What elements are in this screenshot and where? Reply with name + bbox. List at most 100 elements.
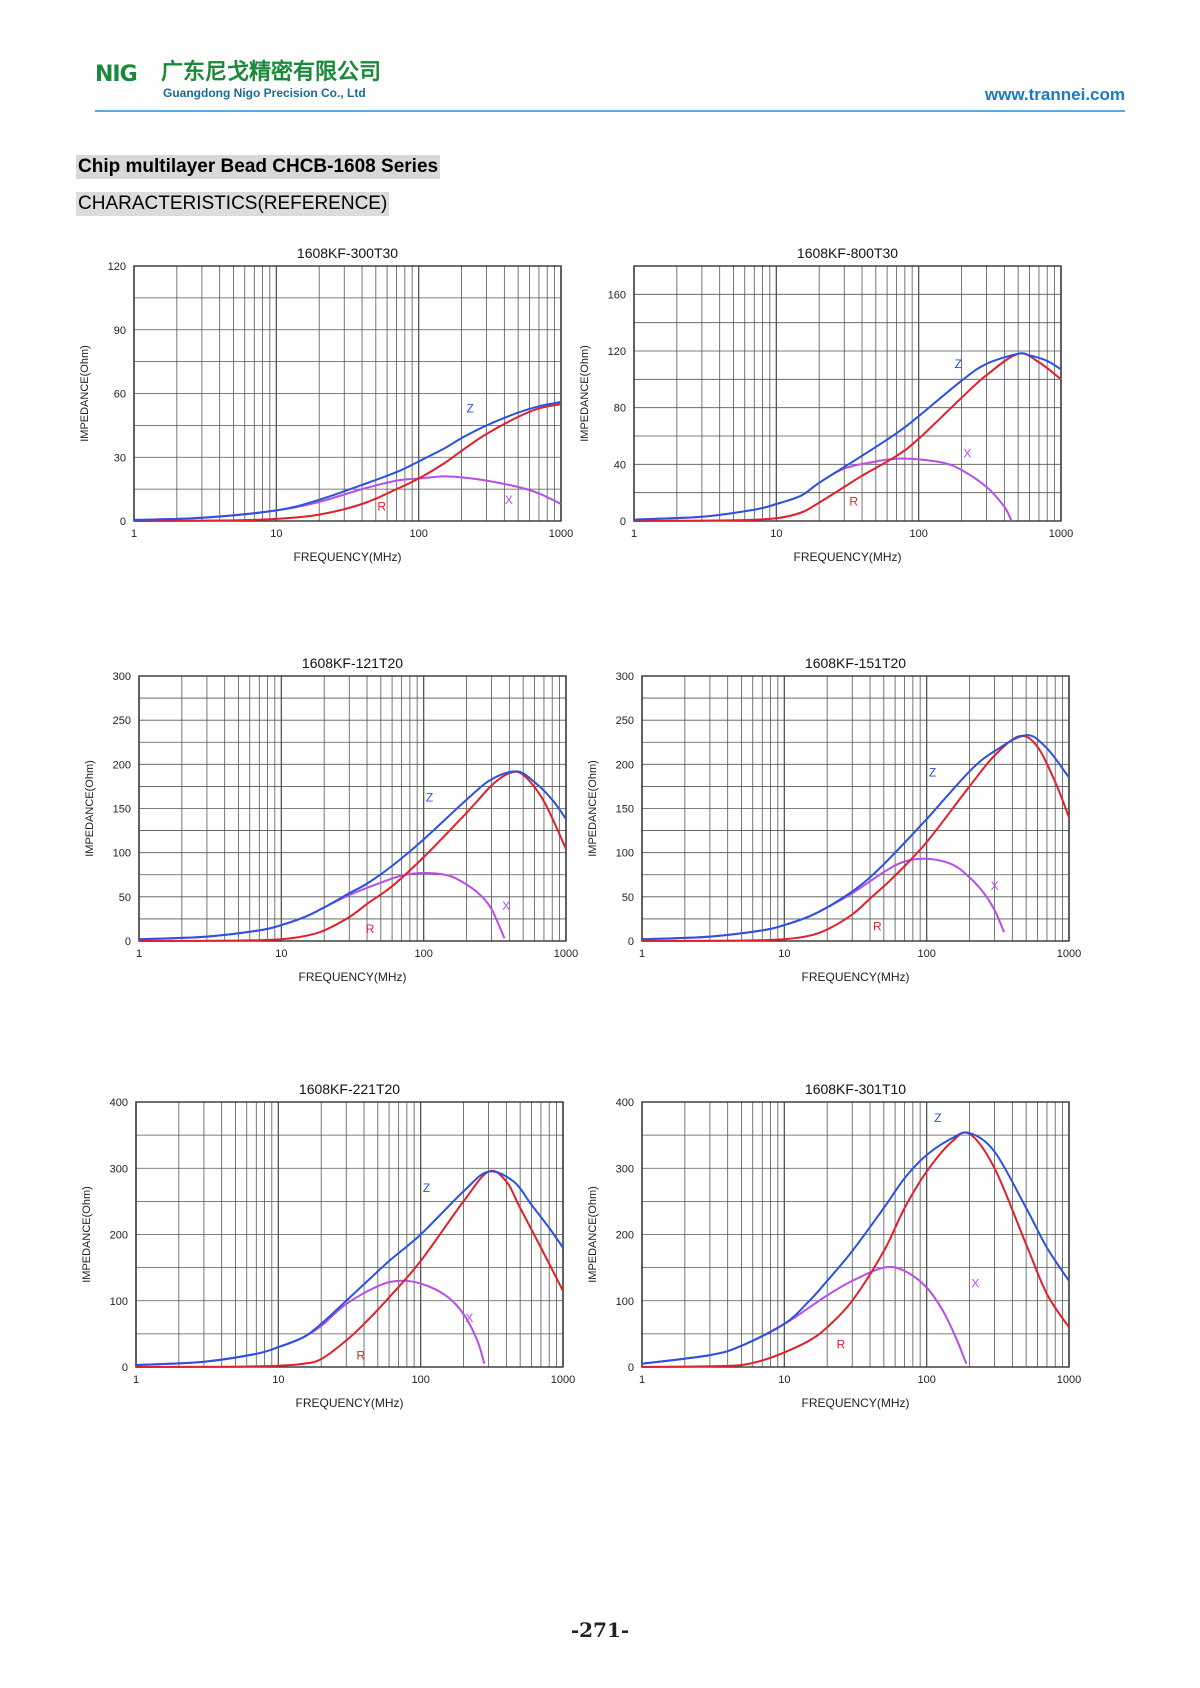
chart-1608kf-151t20: 1608KF-151T20 0 50 100 150 200 250 300 1 10 100 100…	[587, 655, 1081, 984]
chart-title: 1608KF-800T30	[797, 245, 898, 261]
y-tick-label: 100	[113, 848, 131, 860]
x-tick-label: 1000	[1057, 948, 1081, 960]
series-label-r: R	[849, 494, 858, 508]
x-tick-label: 100	[909, 528, 927, 540]
page-number: -271-	[570, 1618, 630, 1642]
y-tick-label: 400	[110, 1097, 128, 1109]
company-name-chinese: 广东尼戈精密有限公司	[161, 60, 382, 85]
series-label-x: X	[465, 1311, 473, 1325]
series-label-r: R	[873, 919, 882, 933]
plot-frame	[633, 265, 1062, 522]
y-tick-label: 250	[113, 715, 131, 727]
x-tick-label: 10	[770, 528, 782, 540]
y-tick-label: 0	[628, 936, 634, 948]
y-axis-label: IMPEDANCE(Ohm)	[84, 760, 96, 857]
y-tick-label: 120	[108, 261, 126, 273]
series-label-r: R	[357, 1349, 366, 1363]
chart-1608kf-301t10: 1608KF-301T10 0 100 200 300 400 1 10 100 1000 FREQ…	[587, 1081, 1081, 1410]
x-tick-label: 100	[414, 948, 432, 960]
series-line-x	[138, 871, 506, 941]
series-label-z: Z	[955, 357, 962, 371]
chart-title: 1608KF-221T20	[299, 1081, 400, 1097]
y-tick-label: 60	[114, 389, 126, 401]
series-line-z	[633, 352, 1062, 521]
series-line-r	[133, 403, 562, 522]
x-tick-label: 1000	[554, 948, 578, 960]
y-tick-label: 120	[608, 346, 626, 358]
series-label-x: X	[971, 1277, 979, 1291]
grid	[641, 675, 1070, 942]
series-label-z: Z	[426, 790, 433, 804]
section-title: Chip multilayer Bead CHCB-1608 Series	[76, 155, 441, 179]
x-tick-label: 1	[133, 1374, 139, 1386]
x-axis-label: FREQUENCY(MHz)	[802, 1396, 910, 1410]
y-axis-label: IMPEDANCE(Ohm)	[587, 1186, 599, 1283]
series-label-x: X	[991, 879, 999, 893]
plot-frame	[135, 1101, 564, 1368]
x-tick-label: 1000	[1049, 528, 1073, 540]
y-tick-label: 150	[113, 804, 131, 816]
series-label-z: Z	[466, 402, 473, 416]
x-tick-label: 1	[631, 528, 637, 540]
series-label-r: R	[377, 499, 386, 513]
series-line-z	[641, 734, 1070, 941]
plot-frame	[138, 675, 567, 942]
plot-frame	[133, 265, 562, 522]
y-tick-label: 200	[113, 759, 131, 771]
x-tick-label: 1	[639, 1374, 645, 1386]
y-tick-label: 200	[110, 1230, 128, 1242]
x-axis-label: FREQUENCY(MHz)	[299, 970, 407, 984]
y-tick-label: 200	[616, 759, 634, 771]
x-axis-label: FREQUENCY(MHz)	[294, 550, 402, 564]
x-tick-label: 100	[411, 1374, 429, 1386]
x-tick-label: 1000	[551, 1374, 575, 1386]
series-line-r	[138, 770, 567, 942]
y-tick-label: 300	[110, 1163, 128, 1175]
x-axis-label: FREQUENCY(MHz)	[802, 970, 910, 984]
y-tick-label: 200	[616, 1230, 634, 1242]
y-tick-label: 300	[113, 671, 131, 683]
series-label-z: Z	[929, 766, 936, 780]
x-tick-label: 10	[778, 948, 790, 960]
x-tick-label: 1000	[549, 528, 573, 540]
y-tick-label: 50	[119, 892, 131, 904]
y-tick-label: 300	[616, 671, 634, 683]
x-tick-label: 10	[272, 1374, 284, 1386]
series-line-r	[641, 1131, 1070, 1368]
y-tick-label: 100	[110, 1296, 128, 1308]
x-tick-label: 100	[917, 948, 935, 960]
series-line-r	[633, 352, 1062, 522]
grid	[641, 1101, 1070, 1368]
x-tick-label: 10	[270, 528, 282, 540]
y-tick-label: 400	[616, 1097, 634, 1109]
y-tick-label: 30	[114, 452, 126, 464]
y-tick-label: 250	[616, 715, 634, 727]
y-axis-label: IMPEDANCE(Ohm)	[79, 345, 91, 442]
grid	[135, 1101, 564, 1368]
company-name-english: Guangdong Nigo Precision Co., Ltd	[163, 86, 366, 100]
chart-title: 1608KF-300T30	[297, 245, 398, 261]
y-axis-label: IMPEDANCE(Ohm)	[81, 1186, 93, 1283]
chart-1608kf-800t30: 1608KF-800T30 0 40 80 120 160 1 10 100 1000 FREQUE…	[579, 245, 1073, 564]
y-tick-label: 50	[622, 892, 634, 904]
grid	[633, 265, 1062, 522]
series-label-z: Z	[934, 1111, 941, 1125]
series-line-x	[133, 475, 562, 521]
y-axis-label: IMPEDANCE(Ohm)	[587, 760, 599, 857]
series-line-x	[641, 857, 1006, 941]
y-tick-label: 150	[616, 804, 634, 816]
x-axis-label: FREQUENCY(MHz)	[794, 550, 902, 564]
y-tick-label: 0	[628, 1362, 634, 1374]
website-link[interactable]: www.trannei.com	[984, 85, 1125, 104]
page-header: NIG 广东尼戈精密有限公司 Guangdong Nigo Precision …	[95, 52, 1125, 112]
plot-frame	[641, 675, 1070, 942]
y-tick-label: 90	[114, 325, 126, 337]
y-tick-label: 0	[125, 936, 131, 948]
y-tick-label: 0	[122, 1362, 128, 1374]
chart-title: 1608KF-151T20	[805, 655, 906, 671]
series-line-x	[641, 1265, 968, 1365]
chart-1608kf-221t20: 1608KF-221T20 0 100 200 300 400 1 10 100 1000 FREQ…	[81, 1081, 575, 1410]
x-tick-label: 1	[136, 948, 142, 960]
x-axis-label: FREQUENCY(MHz)	[296, 1396, 404, 1410]
